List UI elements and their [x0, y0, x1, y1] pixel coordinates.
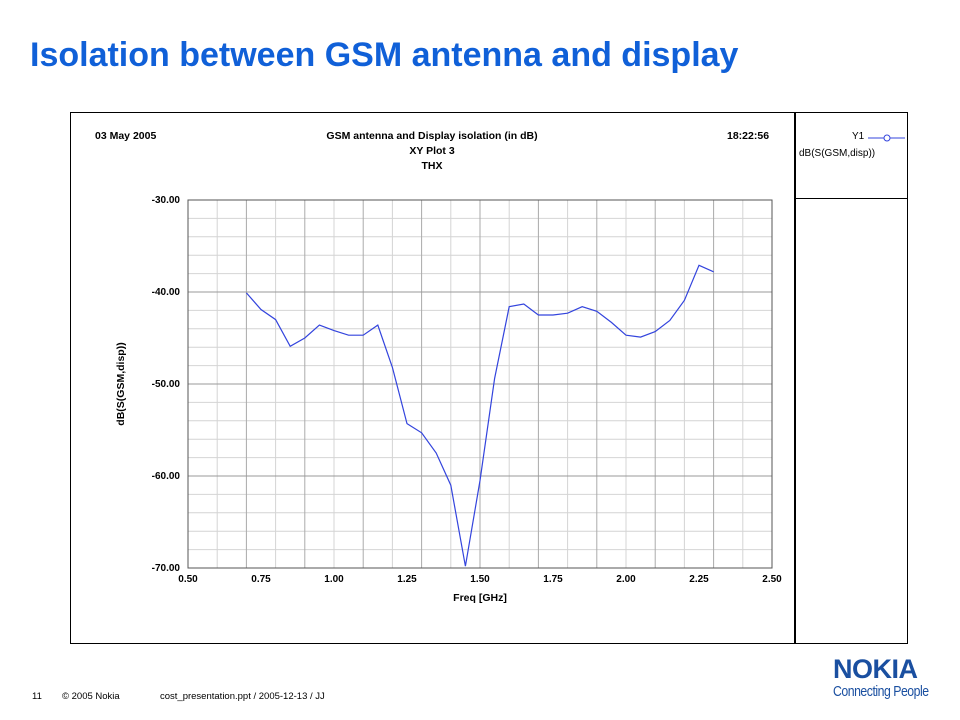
x-tick-labels: 0.50 0.75 1.00 1.25 1.50 1.75 2.00 2.25 2.50: [178, 574, 782, 585]
x-tick-label: 2.00: [616, 574, 636, 585]
plot-title: GSM antenna and Display isolation (in dB…: [326, 130, 538, 142]
x-tick-label: 0.75: [251, 574, 271, 585]
y-tick-label: -40.00: [152, 287, 181, 298]
y-tick-label: -30.00: [152, 195, 181, 206]
x-tick-label: 1.00: [324, 574, 344, 585]
footer-file-info: cost_presentation.ppt / 2005-12-13 / JJ: [160, 691, 325, 702]
footer-page-number: 11: [32, 691, 42, 702]
y-tick-label: -50.00: [152, 379, 181, 390]
slide-title: Isolation between GSM antenna and displa…: [30, 36, 739, 74]
plot-subtitle: XY Plot 3: [409, 145, 455, 157]
plot-frame: [70, 112, 908, 644]
series-line: [245, 264, 714, 567]
plot-date: 03 May 2005: [95, 130, 157, 142]
y-tick-label: -60.00: [152, 471, 181, 482]
legend-trace-label: Y1: [852, 131, 865, 142]
series-layer: [245, 264, 714, 567]
x-tick-label: 0.50: [178, 574, 198, 585]
plot-project: THX: [421, 160, 443, 172]
legend-divider: [794, 112, 796, 644]
legend-separator: [796, 198, 908, 199]
legend-marker: [883, 134, 891, 142]
logo-wordmark: NOKIA: [833, 654, 918, 684]
nokia-logo: NOKIA Connecting People: [833, 656, 945, 704]
footer-copyright: © 2005 Nokia: [62, 691, 120, 702]
legend-line-symbol: [868, 134, 905, 142]
x-tick-label: 1.25: [397, 574, 417, 585]
y-tick-label: -70.00: [152, 563, 181, 574]
x-axis-label: Freq [GHz]: [453, 592, 507, 604]
x-tick-label: 1.75: [543, 574, 563, 585]
x-tick-label: 1.50: [470, 574, 490, 585]
plot-time: 18:22:56: [727, 130, 770, 142]
logo-tagline: Connecting People: [833, 683, 929, 700]
y-tick-labels: -30.00 -40.00 -50.00 -60.00 -70.00: [152, 195, 181, 574]
plot-area-border: [187, 199, 773, 569]
legend-trace-expression: dB(S(GSM,disp)): [799, 148, 876, 159]
x-tick-label: 2.50: [762, 574, 782, 585]
y-axis-label: dB(S(GSM,disp)): [115, 342, 127, 425]
x-tick-label: 2.25: [689, 574, 709, 585]
